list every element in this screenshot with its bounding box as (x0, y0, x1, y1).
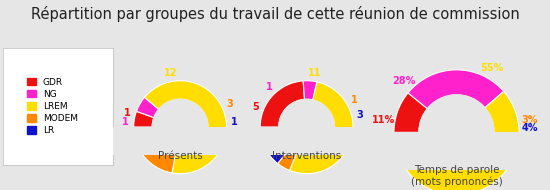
Text: 1: 1 (232, 117, 238, 127)
Wedge shape (145, 81, 227, 174)
Text: 1: 1 (122, 117, 129, 127)
Bar (362, 132, 550, 190)
Text: 3: 3 (357, 110, 364, 120)
Circle shape (152, 99, 208, 155)
Text: 3%: 3% (521, 115, 537, 125)
Wedge shape (400, 91, 519, 190)
Wedge shape (408, 70, 504, 109)
Text: 1: 1 (351, 95, 358, 105)
Text: Temps de parole
(mots prononcés): Temps de parole (mots prononcés) (411, 165, 502, 187)
Wedge shape (278, 149, 296, 170)
Text: 1: 1 (266, 82, 273, 92)
Text: Présents: Présents (158, 151, 202, 161)
Text: 4%: 4% (522, 123, 538, 133)
Legend: GDR, NG, LREM, MODEM, LR: GDR, NG, LREM, MODEM, LR (24, 75, 81, 138)
Text: 1: 1 (124, 108, 130, 118)
Bar (237, 127, 376, 190)
Bar (111, 127, 250, 190)
Text: Interventions: Interventions (272, 151, 341, 161)
Wedge shape (260, 127, 289, 164)
Wedge shape (134, 111, 154, 127)
Wedge shape (303, 81, 317, 100)
Text: Répartition par groupes du travail de cette réunion de commission: Répartition par groupes du travail de ce… (31, 6, 519, 22)
Wedge shape (134, 127, 154, 143)
Text: 12: 12 (164, 68, 177, 78)
Circle shape (279, 99, 334, 155)
Wedge shape (394, 93, 427, 132)
Wedge shape (260, 81, 305, 127)
Text: 11: 11 (308, 68, 322, 78)
Wedge shape (136, 97, 159, 118)
Circle shape (419, 95, 494, 170)
Text: 28%: 28% (392, 76, 416, 86)
Text: 3: 3 (227, 99, 233, 109)
Text: 11%: 11% (372, 115, 395, 125)
Wedge shape (136, 137, 175, 173)
Wedge shape (396, 142, 422, 159)
Wedge shape (394, 132, 420, 148)
Text: 55%: 55% (480, 63, 503, 73)
Wedge shape (290, 82, 353, 174)
Text: 5: 5 (252, 102, 259, 112)
